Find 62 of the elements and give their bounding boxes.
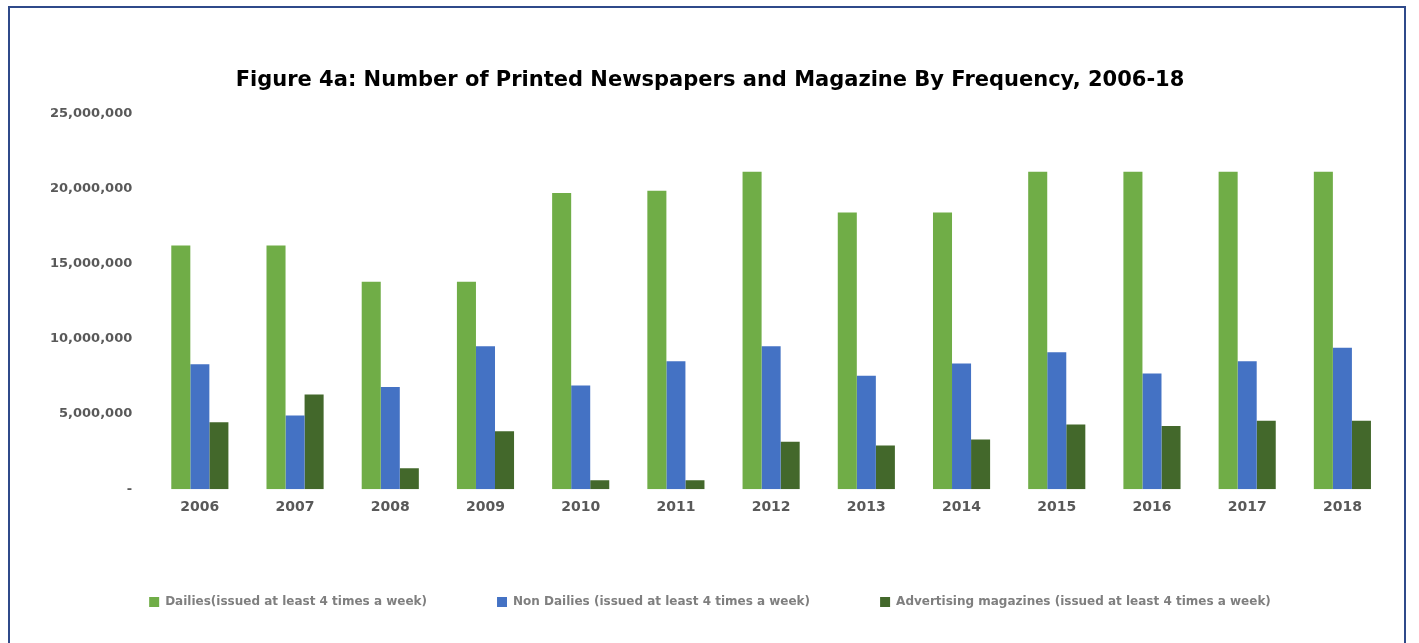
bar	[742, 171, 762, 490]
bar	[1237, 361, 1257, 490]
bar	[875, 445, 895, 490]
x-tick-label: 2008	[370, 498, 410, 515]
bar	[647, 190, 667, 490]
bar	[495, 431, 515, 490]
bar	[304, 394, 324, 490]
bar	[361, 281, 381, 490]
bar	[190, 364, 210, 490]
y-tick-label: 20,000,000	[49, 179, 133, 195]
bar	[475, 346, 495, 490]
bar	[171, 245, 191, 490]
bar	[1066, 424, 1086, 490]
bar	[456, 281, 476, 490]
x-tick-label: 2011	[656, 498, 696, 515]
bar	[571, 385, 591, 490]
x-tick-label: 2015	[1037, 498, 1077, 515]
bar	[1218, 171, 1238, 490]
bar	[666, 361, 686, 490]
y-tick-label: 15,000,000	[49, 254, 133, 270]
x-tick-label: 2009	[466, 498, 505, 515]
x-tick-label: 2007	[275, 498, 315, 515]
bar	[1313, 171, 1333, 490]
y-tick-label: 25,000,000	[49, 104, 133, 120]
x-tick-label: 2013	[846, 498, 886, 515]
y-tick-label: 10,000,000	[49, 330, 133, 346]
x-tick-label: 2010	[561, 498, 601, 515]
bar	[266, 245, 286, 490]
x-tick-label: 2018	[1322, 498, 1362, 515]
bar	[1351, 420, 1371, 490]
bar	[856, 375, 876, 490]
bar	[590, 480, 610, 490]
x-tick-label: 2006	[180, 498, 220, 515]
x-tick-label: 2017	[1227, 498, 1267, 515]
legend-label: Non Dailies (issued at least 4 times a week)	[513, 594, 811, 609]
bar	[685, 480, 705, 490]
bar	[1123, 171, 1143, 490]
legend-label: Advertising magazines (issued at least 4 times a week)	[896, 594, 1271, 609]
bar	[1028, 171, 1048, 490]
bar	[1256, 420, 1276, 490]
bar	[209, 422, 229, 490]
bar	[1142, 373, 1162, 490]
bar	[1332, 347, 1352, 490]
y-tick-label: 5,000,000	[59, 405, 133, 421]
bar	[1047, 352, 1067, 490]
bar	[952, 363, 972, 490]
chart-title: Figure 4a: Number of Printed Newspapers and Magazine By Frequency, 2006-18	[235, 67, 1185, 92]
bar	[780, 441, 800, 490]
bar	[1161, 426, 1181, 490]
x-tick-label: 2012	[751, 498, 791, 515]
legend-label: Dailies(issued at least 4 times a week)	[165, 594, 428, 609]
bar	[399, 468, 419, 490]
bar	[761, 346, 781, 490]
bar	[837, 212, 857, 490]
bar	[971, 439, 991, 490]
bar	[285, 415, 305, 490]
x-tick-label: 2014	[942, 498, 982, 515]
x-tick-label: 2016	[1132, 498, 1172, 515]
bar	[552, 192, 572, 490]
bar	[380, 386, 400, 490]
bar	[932, 212, 953, 490]
y-tick-label: -	[126, 480, 133, 496]
